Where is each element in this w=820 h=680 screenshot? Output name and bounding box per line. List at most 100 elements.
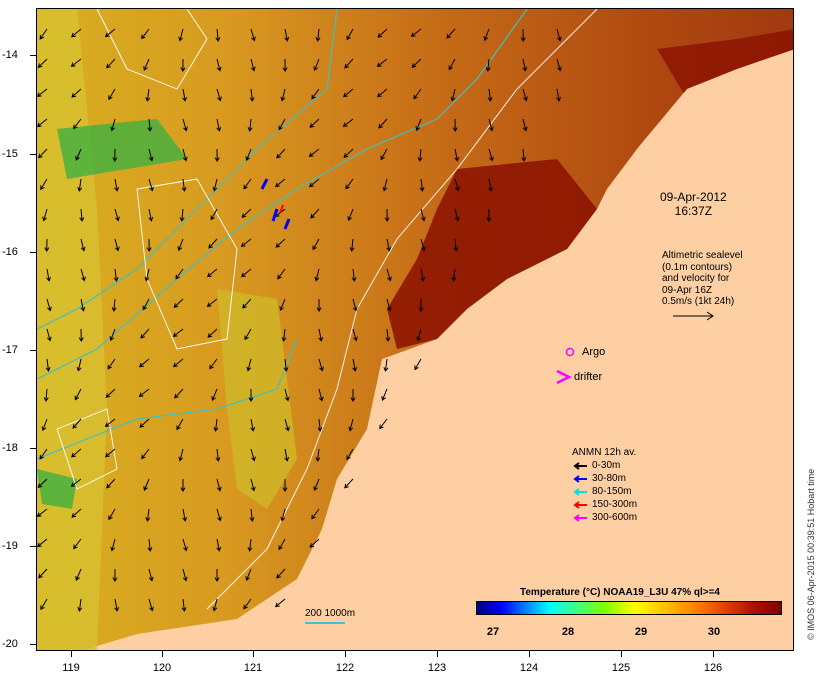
velocity-arrow [210, 208, 218, 221]
drifter-symbol [556, 369, 572, 385]
velocity-arrow [274, 598, 286, 608]
map-frame[interactable] [36, 8, 794, 651]
velocity-arrow [114, 208, 120, 222]
land [105, 49, 793, 650]
x-tick-label: 123 [427, 662, 447, 674]
velocity-arrow [71, 28, 82, 38]
y-tick-label: -16 [2, 246, 18, 258]
sealevel-contour [56, 408, 118, 490]
velocity-arrow [250, 448, 256, 462]
velocity-arrow [46, 328, 52, 342]
cool-band-2 [217, 289, 297, 509]
velocity-arrow [77, 598, 83, 612]
velocity-arrow [211, 388, 218, 402]
velocity-arrow [487, 88, 493, 102]
velocity-arrow [250, 28, 256, 42]
velocity-arrow [243, 178, 252, 190]
velocity-arrow [381, 388, 388, 401]
velocity-arrow [451, 268, 457, 282]
legend-label: 150-300m [592, 499, 638, 510]
velocity-arrow [284, 418, 290, 432]
velocity-arrow [284, 28, 290, 42]
legend-item: 150-300m [572, 498, 637, 511]
velocity-arrow [43, 388, 49, 402]
x-tick-label: 122 [335, 662, 355, 674]
velocity-arrow [216, 118, 222, 132]
velocity-arrow [70, 478, 82, 487]
velocity-arrow [37, 118, 48, 128]
velocity-arrow [74, 388, 82, 401]
velocity-arrow [75, 148, 82, 161]
velocity-arrow [377, 28, 388, 38]
y-tick [30, 154, 36, 155]
velocity-arrow [384, 208, 390, 222]
altimetry-line: (0.1m contours) [662, 261, 733, 273]
velocity-arrow [282, 58, 288, 72]
velocity-arrow [144, 268, 150, 282]
sst-map [37, 9, 793, 650]
velocity-arrow [114, 178, 120, 192]
velocity-arrow [276, 568, 286, 579]
velocity-arrow [377, 88, 388, 98]
hot-region [657, 29, 793, 99]
velocity-arrow [147, 538, 153, 552]
velocity-arrow [246, 358, 252, 372]
velocity-arrow [308, 148, 320, 157]
velocity-arrow [420, 238, 426, 252]
velocity-arrow [212, 598, 218, 612]
velocity-arrow [139, 418, 150, 428]
velocity-arrow [280, 88, 286, 102]
velocity-arrow [275, 238, 286, 248]
velocity-arrow [386, 238, 392, 252]
altimetry-line: 09-Apr 16Z [662, 284, 713, 296]
velocity-arrow [114, 238, 120, 252]
velocity-arrow [145, 508, 151, 522]
velocity-arrow [352, 358, 358, 372]
velocity-scale-arrow [673, 311, 714, 321]
y-tick [30, 546, 36, 547]
velocity-arrow [349, 238, 355, 252]
velocity-arrow [214, 148, 220, 162]
velocity-arrow [315, 448, 321, 462]
velocity-arrow [344, 478, 354, 489]
velocity-arrow [213, 418, 219, 432]
velocity-arrow [556, 88, 562, 102]
velocity-arrow [281, 328, 287, 342]
x-tick [253, 651, 254, 657]
velocity-arrow [104, 418, 116, 427]
velocity-arrow [276, 148, 286, 159]
velocity-arrow [110, 118, 116, 132]
mooring-legend: ANMN 12h av. 0-30m 30-80m 80-150m 150-300m 3… [572, 446, 637, 524]
velocity-arrow [248, 388, 254, 402]
velocity-arrow [80, 238, 86, 252]
velocity-arrow [245, 568, 252, 582]
velocity-arrow [488, 148, 494, 162]
velocity-arrow [411, 58, 422, 68]
bathymetry-scale-label: 200 1000m [305, 608, 356, 619]
velocity-arrow [279, 298, 286, 312]
velocity-arrow [145, 88, 151, 102]
legend-arrow-icon [573, 500, 587, 509]
velocity-arrow [175, 268, 184, 280]
velocity-arrow [146, 238, 152, 252]
y-tick-label: -19 [2, 540, 18, 552]
velocity-arrow [418, 298, 424, 312]
velocity-arrow [350, 388, 356, 402]
velocity-arrow [382, 178, 388, 192]
argo-label: Argo [582, 346, 606, 358]
velocity-arrow [342, 118, 354, 127]
y-tick [30, 350, 36, 351]
velocity-arrow [249, 88, 255, 102]
legend-label: 0-30m [592, 460, 621, 471]
legend-arrow-icon [573, 461, 587, 470]
velocity-arrow [383, 358, 389, 372]
velocity-arrow [39, 448, 48, 460]
velocity-arrow [450, 88, 456, 102]
legend-label: 80-150m [592, 486, 632, 497]
x-tick [162, 651, 163, 657]
velocity-arrow [141, 448, 150, 460]
velocity-arrow [522, 118, 528, 132]
velocity-arrow [309, 118, 320, 128]
velocity-arrow [216, 508, 222, 522]
velocity-arrow [556, 58, 562, 72]
